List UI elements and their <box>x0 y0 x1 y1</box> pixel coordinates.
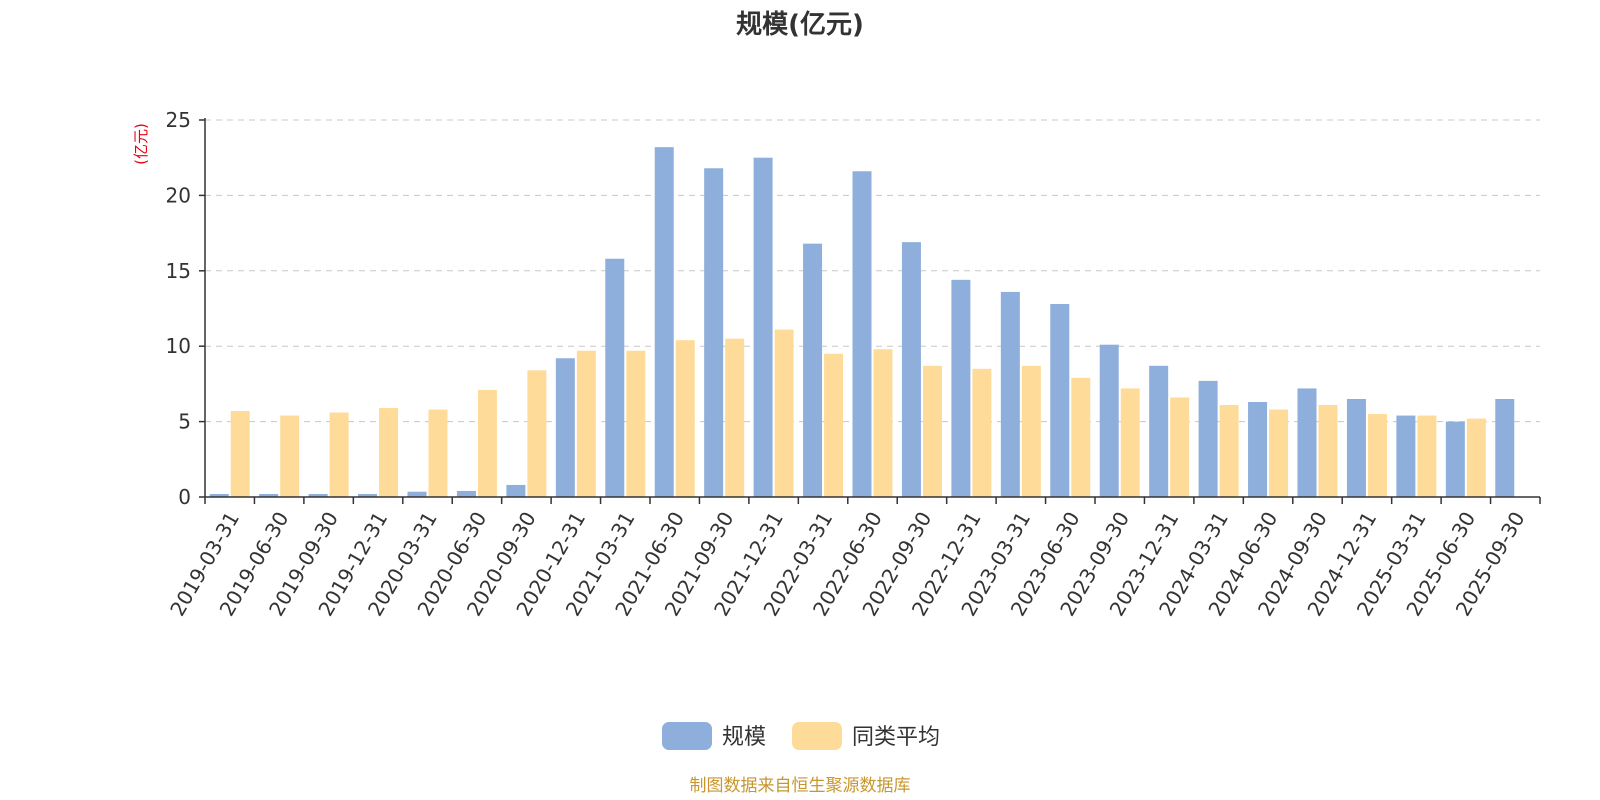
bar-peer-average <box>972 368 992 497</box>
bar-scale <box>1248 401 1268 497</box>
bar-scale <box>1099 344 1119 497</box>
bar-scale <box>1495 398 1515 497</box>
bar-peer-average <box>1318 405 1338 497</box>
legend[interactable]: 规模 同类平均 <box>662 722 940 750</box>
bar-peer-average <box>428 409 448 497</box>
bar-peer-average <box>1071 377 1091 497</box>
bar-peer-average <box>774 329 794 497</box>
bar-peer-average <box>1466 418 1486 497</box>
bar-peer-average <box>280 415 300 497</box>
bar-scale <box>259 493 279 497</box>
legend-swatch-peer-average <box>792 722 842 750</box>
bar-scale <box>803 243 823 497</box>
bar-scale <box>1050 303 1070 497</box>
y-tick-label: 20 <box>166 183 191 207</box>
legend-swatch-scale <box>662 722 712 750</box>
bar-peer-average <box>477 389 497 497</box>
bar-scale <box>654 147 674 498</box>
bar-peer-average <box>626 350 646 497</box>
bar-scale <box>1198 380 1218 497</box>
bar-scale <box>1445 421 1465 497</box>
y-tick-label: 0 <box>178 485 191 509</box>
bar-scale <box>209 493 229 497</box>
bar-peer-average <box>1367 414 1387 497</box>
bar-peer-average <box>329 412 349 497</box>
bar-scale <box>555 358 575 497</box>
bar-peer-average <box>725 338 745 497</box>
bar-scale <box>704 168 724 498</box>
bar-peer-average <box>922 365 942 497</box>
bar-scale <box>456 490 476 497</box>
bar-peer-average <box>576 350 596 497</box>
grid <box>205 119 1540 423</box>
bar-peer-average <box>824 353 844 497</box>
y-tick-label: 10 <box>166 334 191 358</box>
bar-scale <box>951 279 971 497</box>
bar-peer-average <box>230 411 250 497</box>
bar-scale <box>852 171 872 497</box>
legend-label-peer-average: 同类平均 <box>852 725 940 750</box>
bar-scale <box>1396 415 1416 497</box>
bar-peer-average <box>1170 397 1190 497</box>
bar-scale <box>605 258 625 497</box>
bar-peer-average <box>1417 415 1437 497</box>
bar-peer-average <box>1269 409 1289 497</box>
bar-scale <box>753 157 773 497</box>
bar-scale <box>1000 291 1020 497</box>
chart-title: 规模(亿元) <box>736 10 864 40</box>
bar-peer-average <box>675 340 695 497</box>
bar-scale <box>358 493 378 497</box>
y-tick-label: 25 <box>166 108 191 132</box>
bar-scale <box>407 491 427 497</box>
bar-scale <box>1346 398 1366 497</box>
y-axis-label: (亿元) <box>132 123 150 165</box>
bar-peer-average <box>1219 405 1239 497</box>
y-tick-label: 5 <box>178 410 191 434</box>
bar-peer-average <box>1120 388 1140 497</box>
y-tick-label: 15 <box>166 259 191 283</box>
bar-scale <box>506 484 526 497</box>
legend-label-scale: 规模 <box>722 725 766 750</box>
bar-scale <box>1297 388 1317 497</box>
bar-scale <box>901 242 921 497</box>
bar-scale <box>1149 365 1169 497</box>
bars <box>209 147 1515 498</box>
bar-peer-average <box>379 408 399 497</box>
bar-peer-average <box>1021 365 1041 497</box>
data-source-note: 制图数据来自恒生聚源数据库 <box>690 776 911 796</box>
bar-scale <box>308 493 328 497</box>
bar-peer-average <box>873 349 893 497</box>
bar-peer-average <box>527 370 547 497</box>
